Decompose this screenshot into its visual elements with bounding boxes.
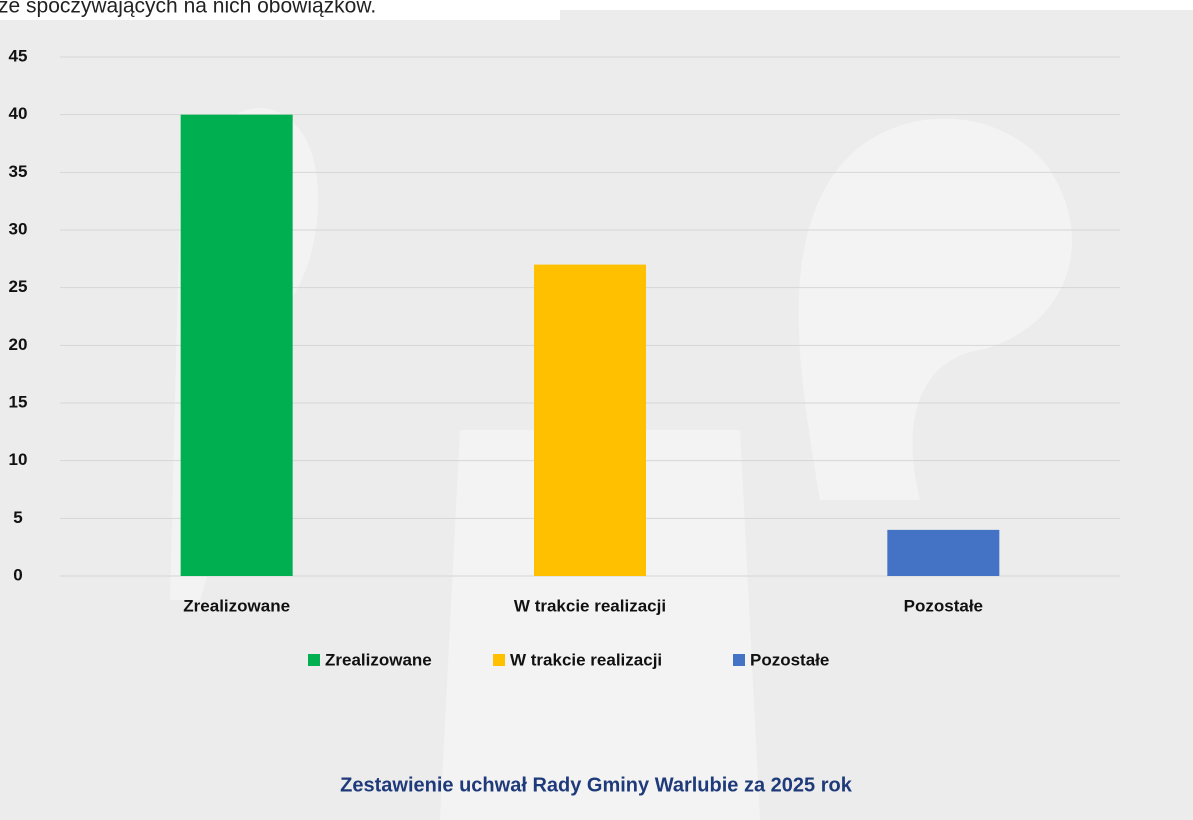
bar <box>180 114 293 577</box>
y-tick-label: 5 <box>13 508 22 527</box>
y-tick-label: 45 <box>9 46 28 65</box>
legend-swatch <box>308 654 320 666</box>
legend-swatch <box>493 654 505 666</box>
bar <box>534 264 646 576</box>
x-tick-label: Zrealizowane <box>183 596 290 615</box>
intro-text: ze spoczywających na nich obowiązków. <box>0 0 376 18</box>
y-tick-label: 15 <box>9 392 28 411</box>
legend-label: Pozostałe <box>750 650 829 669</box>
y-tick-label: 30 <box>9 219 28 238</box>
legend-swatch <box>733 654 745 666</box>
x-tick-label: Pozostałe <box>904 596 983 615</box>
y-tick-label: 25 <box>9 277 28 296</box>
legend-label: W trakcie realizacji <box>510 650 662 669</box>
chart-caption: Zestawienie uchwał Rady Gminy Warlubie z… <box>340 774 853 796</box>
y-tick-label: 35 <box>9 162 28 181</box>
text-strip <box>0 0 560 20</box>
y-tick-label: 10 <box>9 450 28 469</box>
y-tick-label: 0 <box>13 565 22 584</box>
y-tick-label: 20 <box>9 335 28 354</box>
x-tick-label: W trakcie realizacji <box>514 596 666 615</box>
y-tick-label: 40 <box>9 104 28 123</box>
legend-label: Zrealizowane <box>325 650 432 669</box>
bar <box>887 529 1000 576</box>
